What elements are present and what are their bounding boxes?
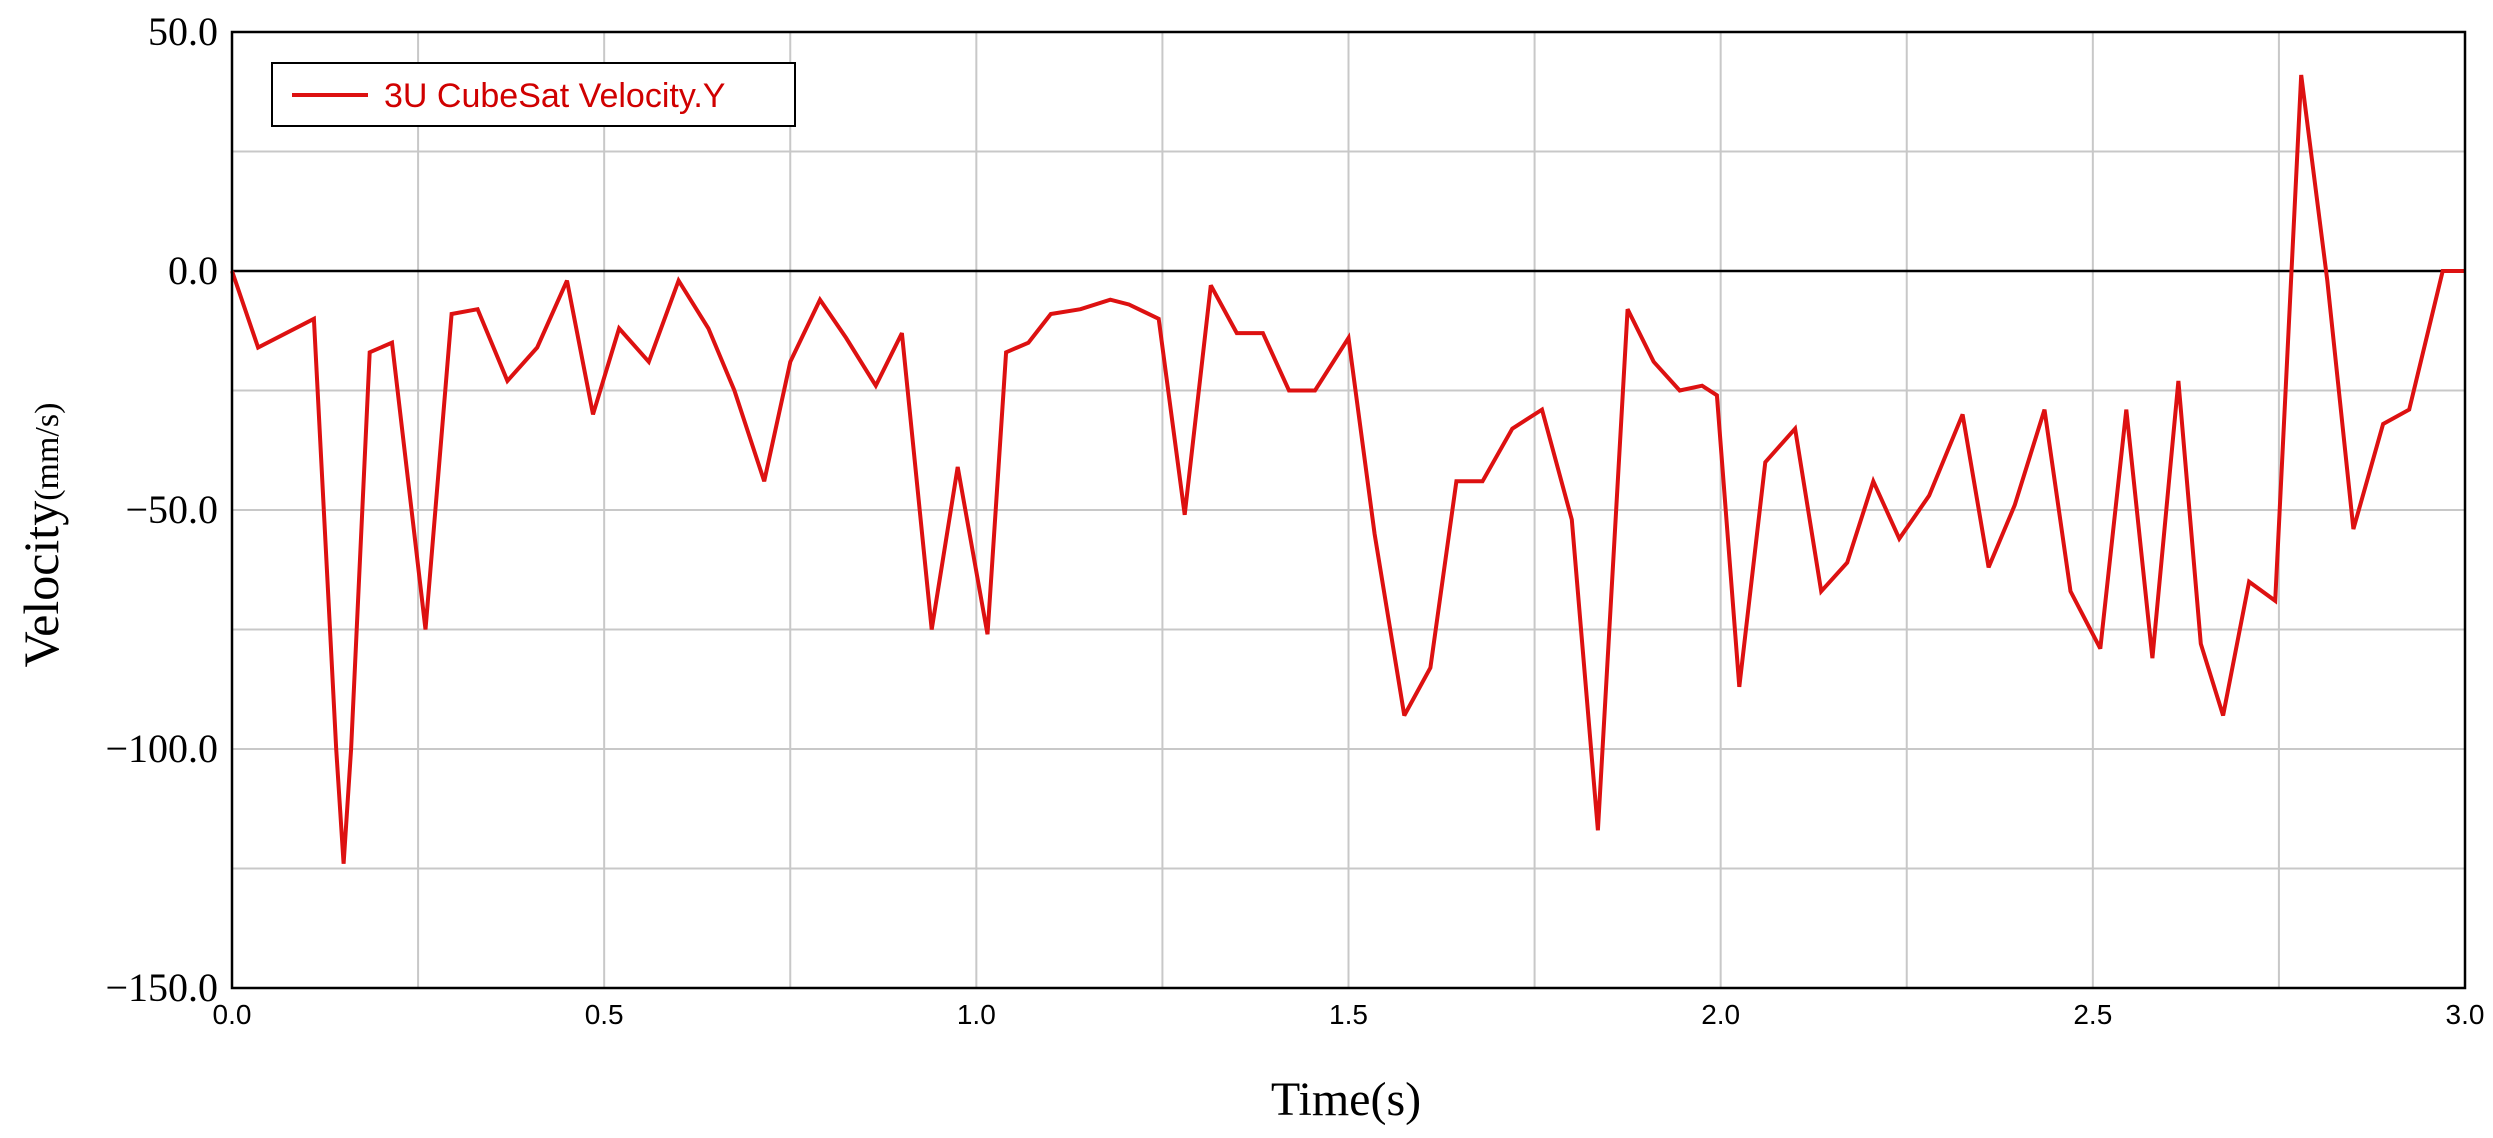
x-tick-label: 3.0	[2446, 999, 2485, 1030]
x-axis-title: Time(s)	[1271, 1073, 1421, 1126]
x-tick-label: 0.0	[213, 999, 252, 1030]
series-layer	[230, 74, 2465, 864]
y-axis-title: Velocity(mm/s)	[13, 403, 69, 668]
y-tick-label: −100.0	[105, 726, 218, 771]
x-tick-label: 1.5	[1329, 999, 1368, 1030]
y-tick-labels: 50.0 0.0 −50.0 −100.0 −150.0	[105, 9, 218, 1010]
y-tick-label: −50.0	[125, 487, 218, 532]
x-tick-label: 1.0	[957, 999, 996, 1030]
y-axis-title-main: Velocity	[13, 501, 69, 668]
y-tick-label: −150.0	[105, 965, 218, 1010]
y-axis-title-unit: (mm/s)	[29, 403, 66, 501]
y-tick-label: 50.0	[148, 9, 218, 54]
plot-frame	[230, 30, 2467, 990]
x-tick-labels: 0.0 0.5 1.0 1.5 2.0 2.5 3.0	[213, 999, 2485, 1030]
x-tick-label: 2.0	[1701, 999, 1740, 1030]
y-tick-label: 0.0	[168, 248, 218, 293]
legend: 3U CubeSat Velocity.Y	[271, 62, 796, 127]
series-line	[230, 74, 2465, 864]
x-tick-label: 2.5	[2073, 999, 2112, 1030]
x-tick-label: 0.5	[585, 999, 624, 1030]
legend-label: 3U CubeSat Velocity.Y	[384, 77, 725, 115]
